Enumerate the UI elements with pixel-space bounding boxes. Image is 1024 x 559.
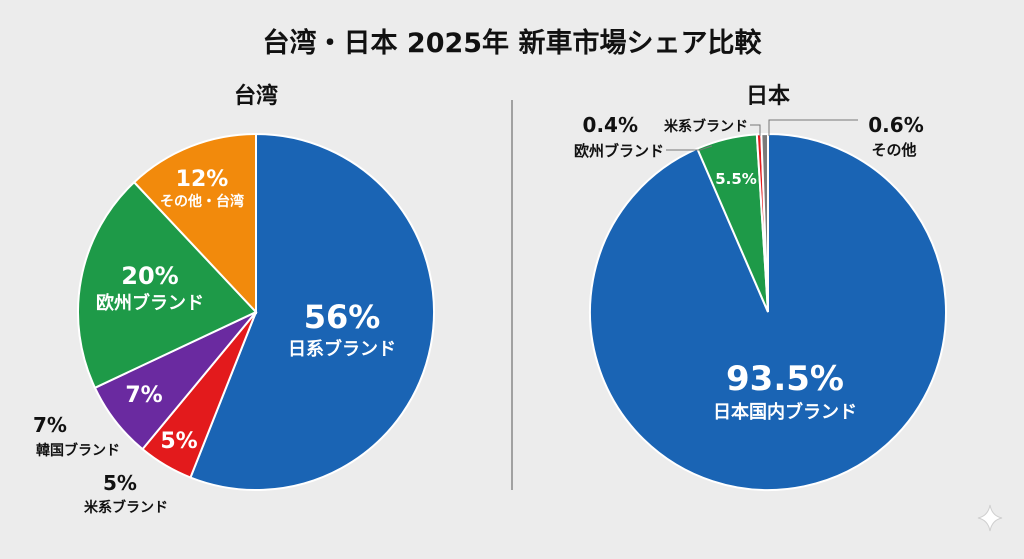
- sparkle-icon: [977, 504, 1003, 532]
- pie-title-japan: 日本: [746, 84, 790, 109]
- taiwan-us-label: 米系ブランド: [84, 499, 168, 516]
- japan-other-value: 0.6%: [868, 113, 923, 137]
- japan-domestic-value: 93.5%: [726, 359, 844, 399]
- taiwan-japan-value: 56%: [304, 298, 381, 336]
- japan-us-callout-line: [750, 124, 761, 136]
- taiwan-korea-value-inside: 7%: [125, 383, 162, 408]
- japan-other-label: その他: [871, 141, 916, 159]
- main-title: 台湾・日本 2025年 新車市場シェア比較: [263, 27, 763, 59]
- taiwan-korea-value-outside: 7%: [33, 413, 67, 437]
- taiwan-slice-4: [132, 132, 257, 315]
- taiwan-us-value-inside: 5%: [160, 429, 197, 454]
- taiwan-other-label: その他・台湾: [160, 193, 244, 210]
- japan-slice-3: [760, 132, 769, 313]
- taiwan-us-value-outside: 5%: [103, 471, 137, 495]
- japan-us-value: 0.4%: [583, 113, 638, 137]
- japan-other-callout-line: [768, 119, 858, 136]
- japan-domestic-label: 日本国内ブランド: [713, 401, 857, 423]
- taiwan-slice-0: [189, 132, 435, 491]
- pie-japan: [589, 132, 947, 491]
- taiwan-slice-3: [77, 180, 258, 390]
- japan-europe-callout-line: [666, 145, 713, 151]
- taiwan-europe-value: 20%: [121, 262, 178, 290]
- pie-labels: 56%日系ブランド5%5%米系ブランド7%7%韓国ブランド20%欧州ブランド12…: [33, 113, 924, 516]
- japan-us-label: 米系ブランド: [664, 118, 748, 135]
- japan-europe-label: 欧州ブランド: [574, 142, 664, 160]
- taiwan-japan-label: 日系ブランド: [288, 338, 396, 360]
- pie-title-taiwan: 台湾: [234, 83, 278, 109]
- taiwan-europe-label: 欧州ブランド: [96, 292, 204, 314]
- taiwan-other-value: 12%: [176, 167, 229, 192]
- pie-taiwan: [77, 132, 435, 491]
- japan-europe-value-inside: 5.5%: [715, 170, 757, 188]
- taiwan-korea-label: 韓国ブランド: [36, 442, 120, 459]
